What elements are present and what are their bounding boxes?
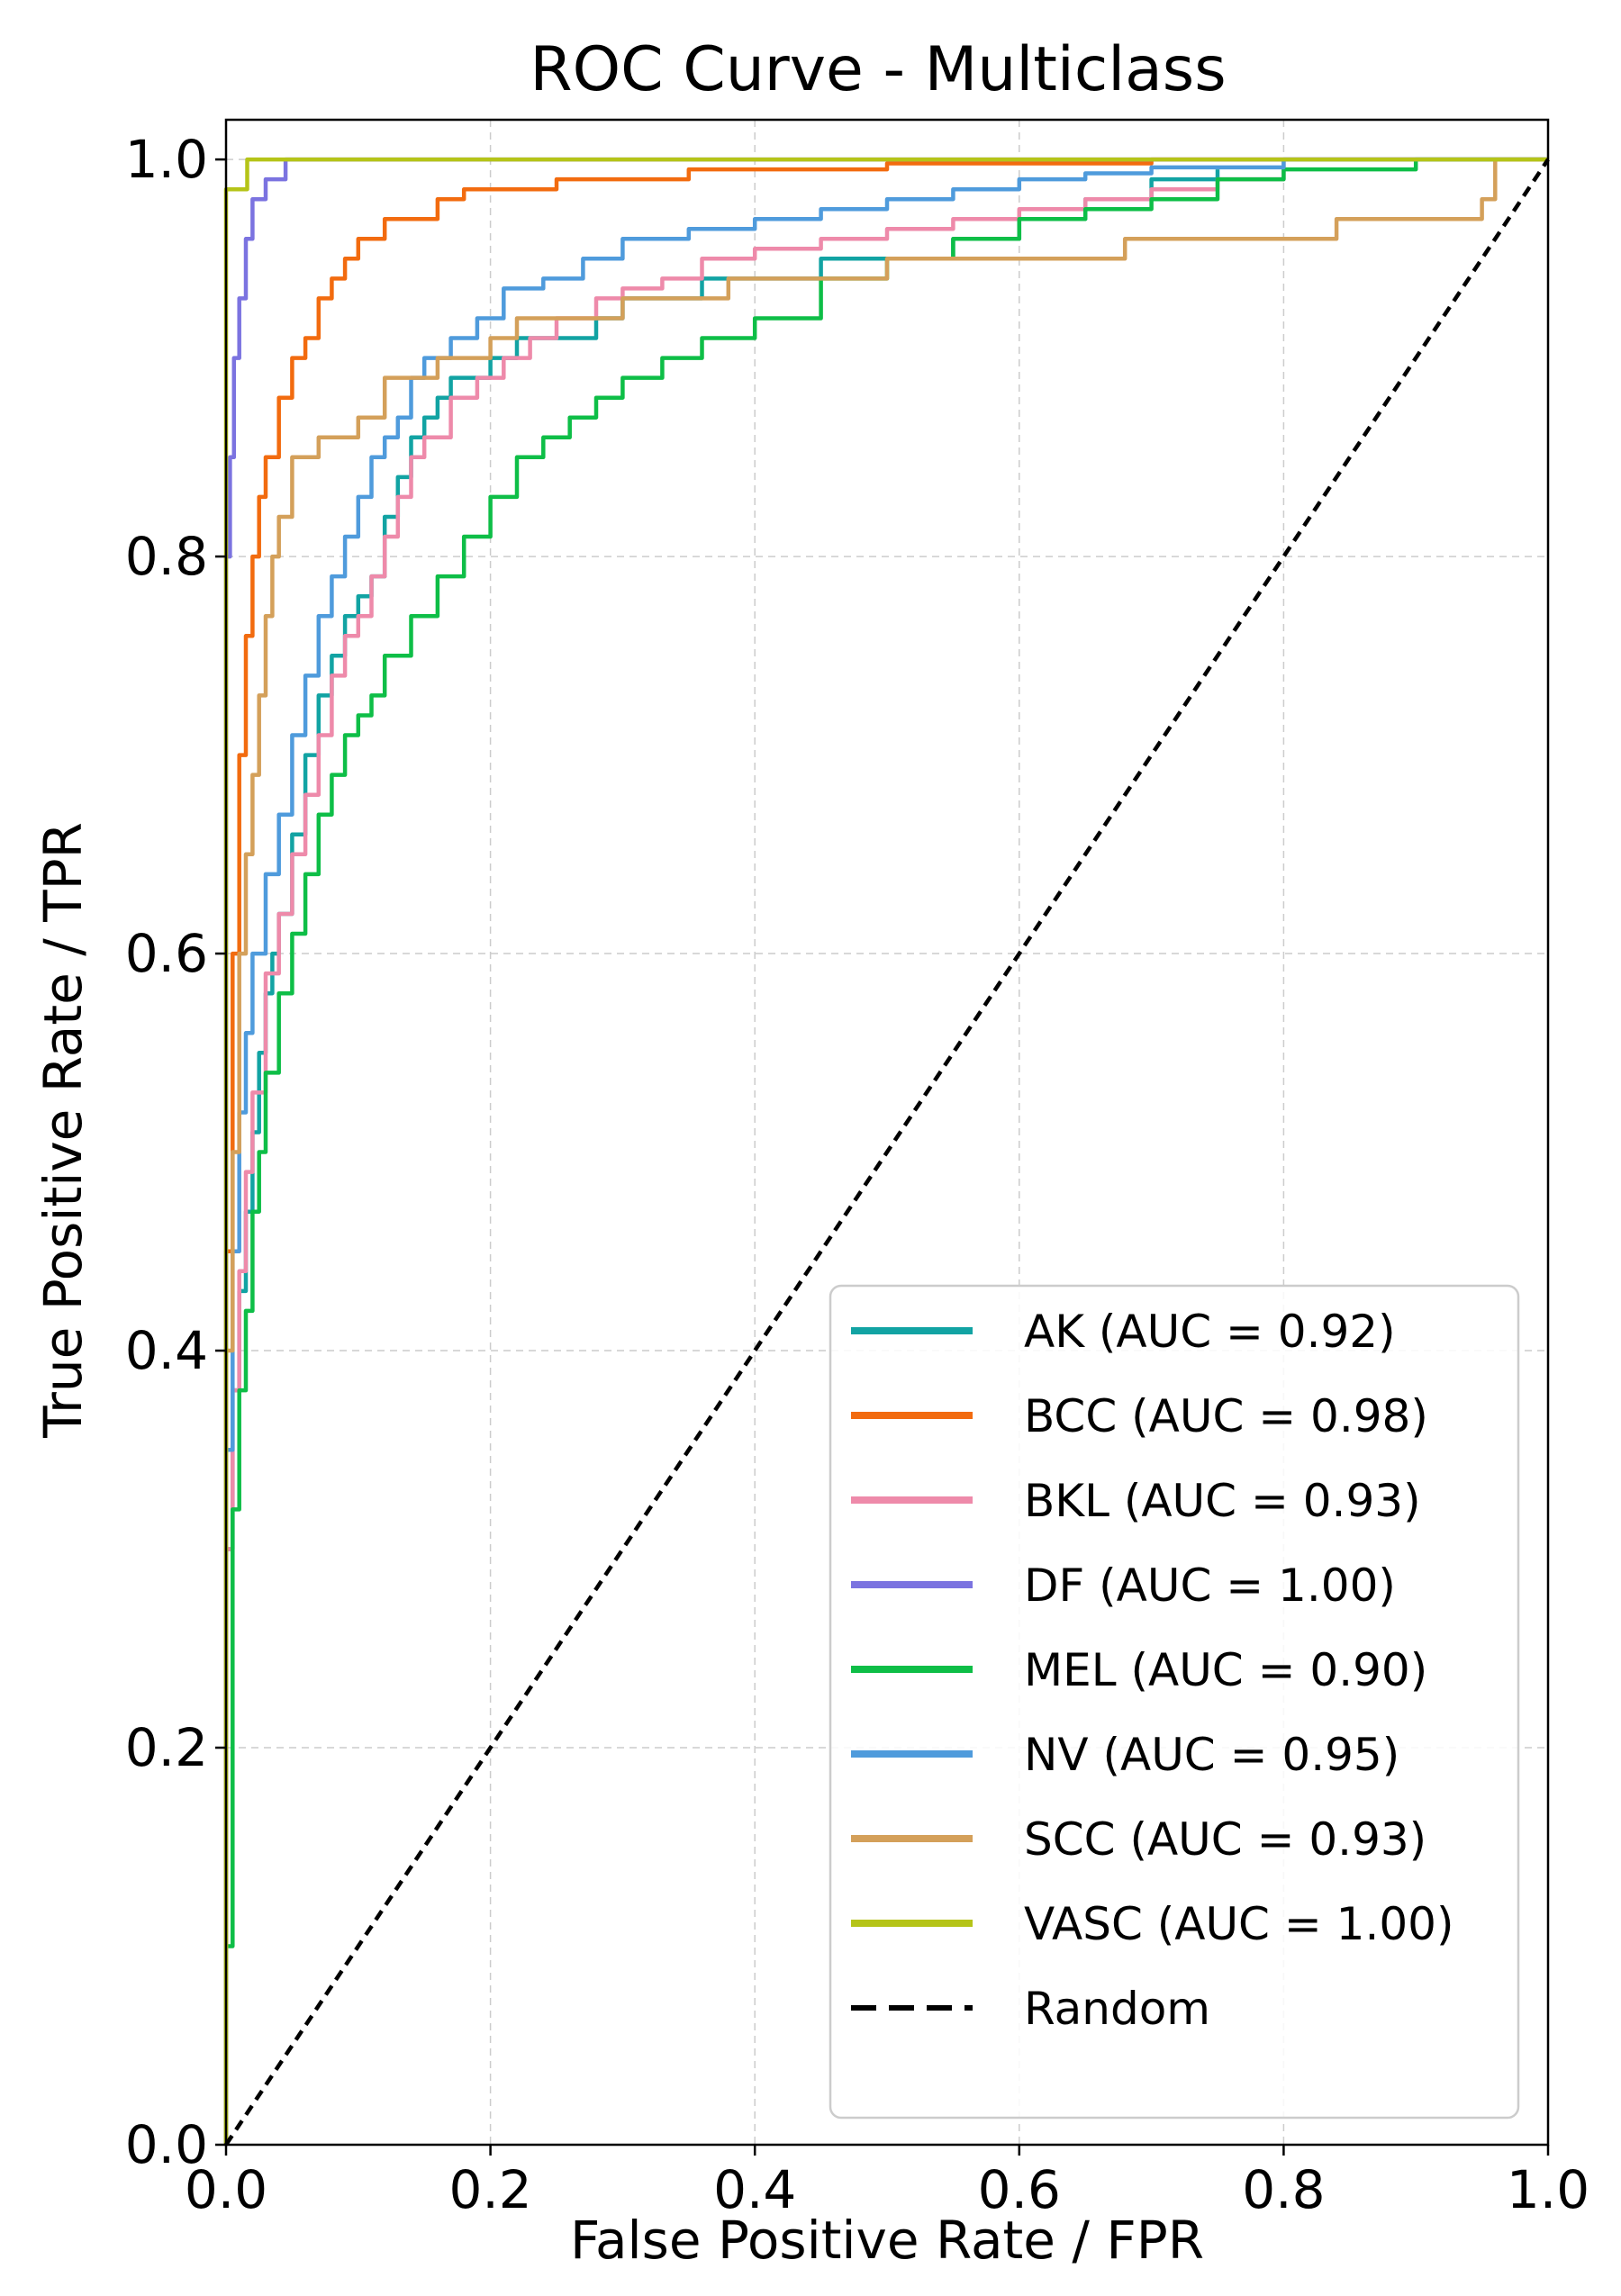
legend-box	[829, 1284, 1520, 2120]
legend-label: DF (AUC = 1.00)	[1024, 1559, 1396, 1612]
roc-curve-4	[223, 157, 1548, 2145]
legend-label: BCC (AUC = 0.98)	[1024, 1390, 1428, 1442]
legend-items: AK (AUC = 0.92) BCC (AUC = 0.98) BKL (AUC …	[851, 1306, 1454, 2035]
roc-curve-8	[224, 158, 1550, 2147]
legend-label: SCC (AUC = 0.93)	[1024, 1813, 1426, 1866]
legend-label: AK (AUC = 0.92)	[1024, 1306, 1396, 1358]
y-tick-label: 0.6	[125, 923, 208, 984]
legend: AK (AUC = 0.92) BCC (AUC = 0.98) BKL (AUC …	[829, 1284, 1520, 2120]
roc-curve-6	[223, 157, 1548, 2145]
legend-label: BKL (AUC = 0.93)	[1024, 1475, 1421, 1527]
roc-curve-3	[223, 157, 1548, 2145]
roc-curve-1	[223, 157, 1548, 2145]
legend-label: VASC (AUC = 1.00)	[1024, 1898, 1454, 1950]
chart-title: ROC Curve - Multiclass	[530, 34, 1226, 105]
y-tick-label: 0.8	[125, 526, 208, 587]
legend-label: MEL (AUC = 0.90)	[1024, 1644, 1427, 1696]
x-tick-label: 0.4	[713, 2159, 796, 2220]
axis-ticks: 0.0 0.2 0.4 0.6 0.8 1.0 0.0 0.2 0.4 0.6 0.8 1.0	[125, 129, 1589, 2220]
x-tick-label: 1.0	[1507, 2159, 1589, 2220]
y-tick-label: 0.2	[125, 1717, 208, 1778]
x-tick-label: 0.2	[448, 2159, 531, 2220]
legend-label: Random	[1024, 1983, 1210, 2035]
y-tick-label: 1.0	[125, 129, 208, 190]
x-axis-label: False Positive Rate / FPR	[570, 2210, 1204, 2271]
y-tick-label: 0.0	[125, 2114, 208, 2175]
y-tick-label: 0.4	[125, 1320, 208, 1381]
y-axis-label: True Positive Rate / TPR	[32, 822, 94, 1439]
x-tick-label: 0.6	[978, 2159, 1061, 2220]
x-tick-label: 0.0	[185, 2159, 267, 2220]
plot-frame	[224, 118, 1550, 2147]
roc-curve-2	[223, 157, 1548, 2145]
legend-label: NV (AUC = 0.95)	[1024, 1729, 1399, 1781]
x-tick-label: 0.8	[1242, 2159, 1325, 2220]
roc-curve-0	[223, 169, 1220, 2145]
